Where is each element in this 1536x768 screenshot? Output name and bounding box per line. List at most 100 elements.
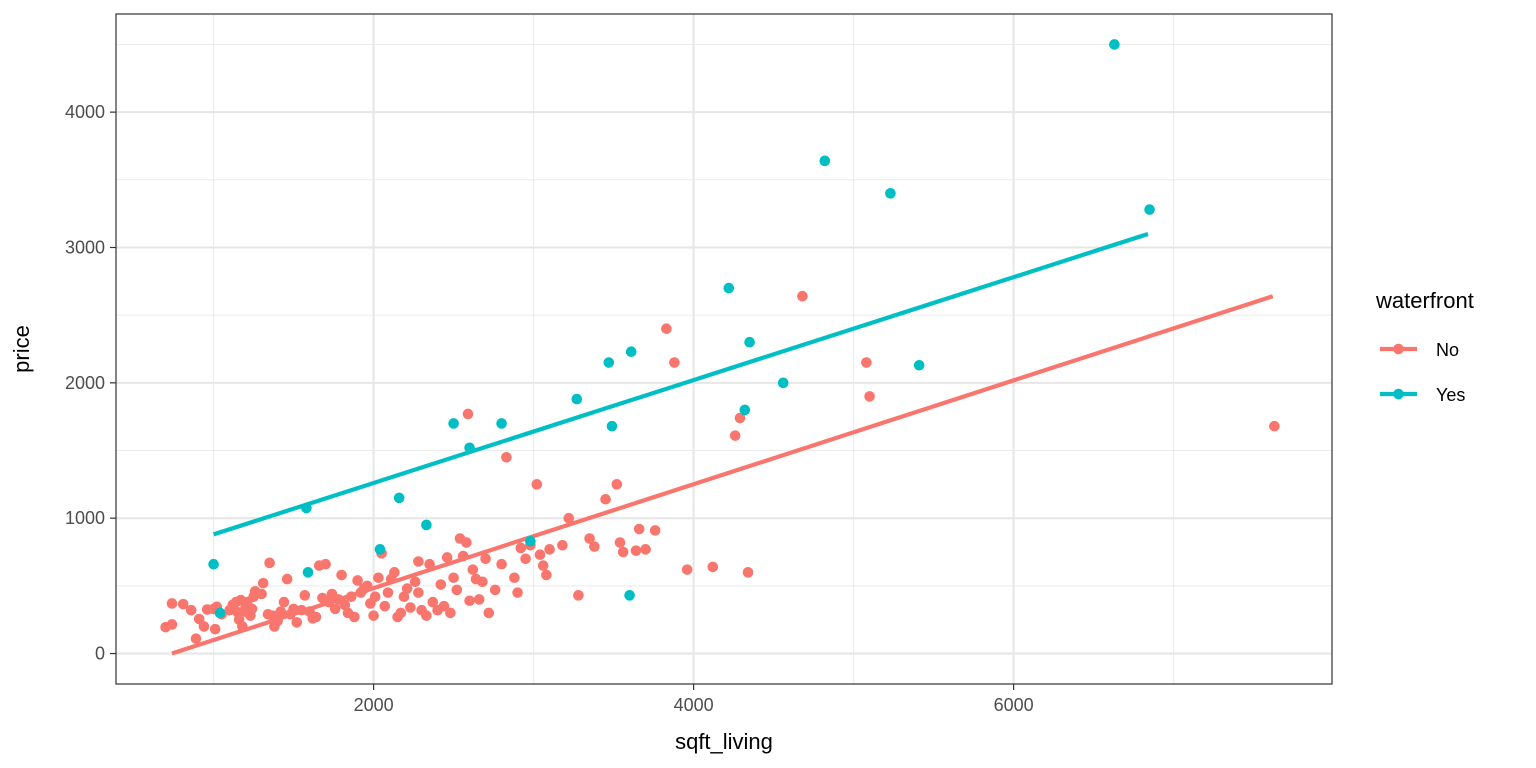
data-point-no [669, 357, 680, 368]
data-point-no [291, 617, 303, 628]
data-point-yes [302, 567, 314, 578]
data-point-no [461, 537, 472, 548]
data-point-yes [421, 519, 432, 531]
data-point-no [797, 290, 808, 302]
data-point-yes [606, 420, 618, 432]
data-point-no [401, 583, 413, 594]
data-point-no [509, 572, 520, 584]
data-point-no [272, 615, 283, 627]
x-tick-label: 4000 [674, 695, 714, 715]
data-point-no [379, 600, 391, 612]
data-point-no [361, 580, 373, 592]
data-point-no [166, 619, 178, 630]
data-point-no [541, 569, 552, 581]
data-point-yes [301, 502, 312, 514]
data-point-no [1269, 420, 1280, 432]
data-point-no [600, 493, 611, 505]
data-point-no [464, 595, 475, 607]
y-axis-ticks: 0 1000 2000 3000 4000 [65, 102, 116, 664]
data-point-no [281, 573, 293, 585]
y-tick-label: 3000 [65, 237, 105, 257]
data-point-no [398, 591, 410, 602]
data-point-no [373, 572, 384, 584]
data-point-yes [885, 188, 896, 199]
data-point-no [477, 576, 488, 588]
data-point-no [382, 587, 394, 598]
data-point-no [323, 596, 335, 608]
data-point-no [661, 323, 672, 334]
data-point-no [288, 603, 299, 615]
data-point-no [544, 544, 555, 555]
grid-lines [116, 14, 1332, 684]
data-point-no [275, 606, 287, 617]
data-point-yes [448, 418, 459, 429]
data-point-yes [374, 544, 386, 555]
data-point-no [573, 590, 584, 601]
data-point-no [734, 412, 746, 424]
data-point-no [427, 596, 439, 608]
data-point-no [534, 549, 546, 561]
data-point-no [256, 588, 267, 600]
data-point-no [707, 561, 719, 573]
data-point-no [448, 572, 459, 584]
data-point-yes [624, 590, 635, 601]
data-point-no [190, 633, 202, 644]
data-point-no [457, 550, 469, 562]
data-point-no [424, 558, 435, 570]
data-point-no [435, 579, 447, 590]
data-point-no [501, 451, 512, 463]
data-point-no [462, 408, 474, 420]
data-point-no [166, 598, 178, 609]
data-point-yes [1144, 204, 1155, 215]
data-point-yes [913, 359, 925, 371]
data-point-yes [723, 282, 735, 294]
data-point-no [531, 479, 543, 490]
data-point-no [611, 479, 623, 490]
data-point-no [489, 584, 501, 596]
data-point-no [483, 607, 495, 619]
data-point-yes [496, 418, 507, 429]
data-point-no [496, 558, 507, 570]
data-point-no [198, 621, 210, 632]
legend-key-point-yes [1393, 388, 1404, 400]
data-point-yes [739, 404, 751, 416]
data-point-no [264, 557, 275, 569]
plot-panel-border [115, 13, 1333, 685]
data-point-no [563, 512, 575, 524]
data-point-no [649, 525, 661, 536]
data-point-yes [208, 558, 219, 570]
data-point-yes [214, 607, 226, 619]
fit-line-yes [212, 231, 1149, 537]
data-point-yes [819, 155, 831, 167]
data-point-no [299, 590, 311, 601]
data-point-no [467, 564, 479, 575]
data-point-no [473, 594, 485, 605]
data-point-no [614, 537, 626, 548]
data-point-no [512, 587, 523, 598]
data-point-no [339, 599, 351, 611]
y-tick-label: 2000 [65, 373, 105, 393]
data-point-no [246, 603, 258, 615]
legend-label-no: No [1436, 340, 1459, 360]
legend-label-yes: Yes [1436, 385, 1465, 405]
y-tick-label: 0 [95, 644, 105, 664]
data-point-no [237, 621, 248, 632]
data-point-no [438, 600, 450, 612]
y-tick-label: 4000 [65, 102, 105, 122]
y-axis-label: price [9, 325, 34, 373]
x-axis-ticks: 2000 4000 6000 [354, 684, 1034, 715]
data-point-no [320, 558, 331, 570]
data-point-yes [571, 393, 583, 405]
data-point-yes [393, 492, 405, 504]
data-point-no [861, 357, 872, 368]
data-point-yes [525, 535, 536, 547]
data-point-no [729, 430, 741, 441]
data-point-no [681, 564, 693, 575]
data-point-no [257, 577, 269, 589]
data-point-no [185, 604, 197, 616]
x-tick-label: 2000 [354, 695, 394, 715]
data-point-no [296, 604, 307, 616]
data-point-no [389, 567, 400, 578]
y-tick-label: 1000 [65, 508, 105, 528]
